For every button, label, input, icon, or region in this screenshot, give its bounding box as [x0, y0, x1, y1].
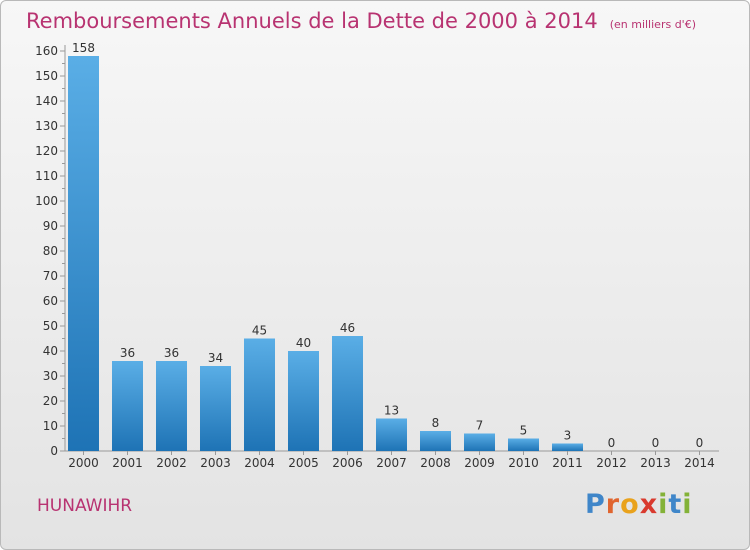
chart-title: Remboursements Annuels de la Dette de 20… [26, 9, 598, 33]
y-tick-label: 90 [43, 219, 58, 233]
x-tick-label: 2006 [332, 456, 363, 470]
x-tick-label: 2013 [640, 456, 671, 470]
bar [244, 338, 275, 451]
bar [288, 351, 319, 451]
bar-value-label: 0 [608, 436, 616, 450]
y-tick-label: 100 [35, 194, 58, 208]
commune-name: HUNAWIHR [37, 496, 133, 516]
bar-value-label: 7 [476, 419, 484, 433]
title-row: Remboursements Annuels de la Dette de 20… [26, 9, 696, 33]
bar [200, 366, 231, 451]
x-tick-label: 2000 [68, 456, 99, 470]
bar [112, 361, 143, 451]
bar [332, 336, 363, 451]
bar [68, 56, 99, 451]
x-tick-label: 2004 [244, 456, 275, 470]
bar-value-label: 0 [696, 436, 704, 450]
x-tick-label: 2009 [464, 456, 495, 470]
x-tick-label: 2008 [420, 456, 451, 470]
x-tick-label: 2012 [596, 456, 627, 470]
bar [420, 431, 451, 451]
y-tick-label: 50 [43, 319, 58, 333]
bar [376, 418, 407, 451]
bar-value-label: 36 [164, 346, 179, 360]
logo-letter: i [682, 489, 693, 520]
bar [552, 443, 583, 451]
bar-value-label: 46 [340, 321, 355, 335]
bar-value-label: 36 [120, 346, 135, 360]
x-tick-label: 2010 [508, 456, 539, 470]
chart-subtitle: (en milliers d'€) [609, 18, 696, 31]
y-tick-label: 130 [35, 119, 58, 133]
y-tick-label: 150 [35, 69, 58, 83]
y-tick-label: 0 [50, 444, 58, 458]
y-tick-label: 110 [35, 169, 58, 183]
x-tick-label: 2014 [684, 456, 715, 470]
logo-letter: r [605, 489, 621, 520]
bar-value-label: 5 [520, 424, 528, 438]
bar-value-label: 0 [652, 436, 660, 450]
x-tick-label: 2003 [200, 456, 231, 470]
y-tick-label: 60 [43, 294, 58, 308]
x-tick-label: 2002 [156, 456, 187, 470]
y-tick-label: 10 [43, 419, 58, 433]
bar-value-label: 45 [252, 324, 267, 338]
logo-letter: o [620, 489, 640, 520]
x-tick-label: 2005 [288, 456, 319, 470]
proxiti-logo[interactable]: Proxiti [585, 489, 693, 520]
y-tick-label: 30 [43, 369, 58, 383]
y-tick-label: 70 [43, 269, 58, 283]
bar [156, 361, 187, 451]
bar [464, 433, 495, 451]
logo-letter: t [668, 489, 683, 520]
bar [508, 438, 539, 451]
bar-value-label: 13 [384, 404, 399, 418]
x-tick-label: 2011 [552, 456, 583, 470]
y-tick-label: 40 [43, 344, 58, 358]
logo-letter: i [658, 489, 669, 520]
x-tick-label: 2007 [376, 456, 407, 470]
logo-letter: P [585, 489, 606, 520]
bar-value-label: 40 [296, 336, 311, 350]
y-tick-label: 140 [35, 94, 58, 108]
logo-letter: x [639, 489, 659, 520]
y-tick-label: 80 [43, 244, 58, 258]
bar-value-label: 34 [208, 351, 223, 365]
y-tick-label: 120 [35, 144, 58, 158]
bar-value-label: 8 [432, 416, 440, 430]
x-tick-label: 2001 [112, 456, 143, 470]
bar-value-label: 3 [564, 429, 572, 443]
y-tick-label: 20 [43, 394, 58, 408]
bar-value-label: 158 [72, 41, 95, 55]
y-tick-label: 160 [35, 44, 58, 58]
